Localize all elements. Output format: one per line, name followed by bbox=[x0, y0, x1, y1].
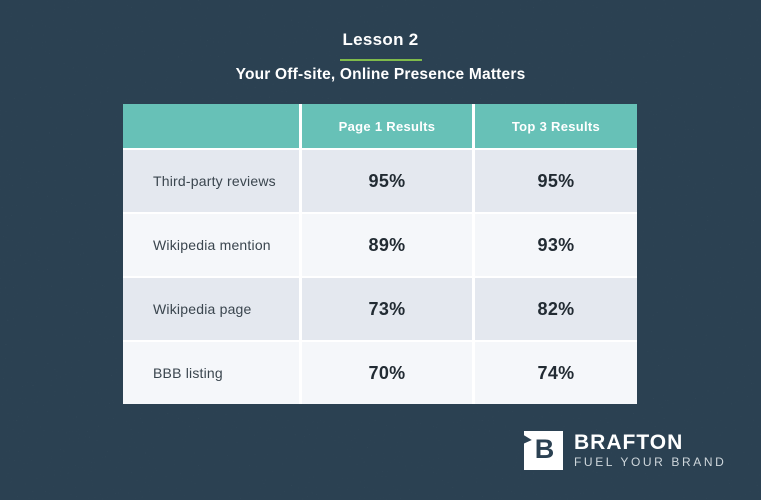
table-row-label: Wikipedia page bbox=[123, 278, 299, 340]
brafton-logo: B BRAFTON FUEL YOUR BRAND bbox=[524, 431, 726, 470]
table-cell-value: 74% bbox=[475, 342, 637, 404]
title-underline bbox=[339, 59, 422, 61]
table-header-top3: Top 3 Results bbox=[475, 104, 637, 148]
table-cell-value: 82% bbox=[475, 278, 637, 340]
results-table: Page 1 Results Top 3 Results Third-party… bbox=[123, 104, 637, 404]
table-header-blank bbox=[123, 104, 299, 148]
table-cell-value: 95% bbox=[475, 150, 637, 212]
logo-tagline: FUEL YOUR BRAND bbox=[574, 455, 727, 469]
table-cell-value: 70% bbox=[302, 342, 472, 404]
table-cell-value: 73% bbox=[302, 278, 472, 340]
logo-text: BRAFTON FUEL YOUR BRAND bbox=[574, 432, 726, 469]
table-row-label: BBB listing bbox=[123, 342, 299, 404]
page-subtitle: Your Off-site, Online Presence Matters bbox=[235, 66, 526, 83]
table-cell-value: 89% bbox=[302, 214, 472, 276]
table-cell-value: 95% bbox=[302, 150, 472, 212]
table-row-label: Third-party reviews bbox=[123, 150, 299, 212]
page-title: Lesson 2 bbox=[342, 30, 419, 49]
table-header-page1: Page 1 Results bbox=[302, 104, 472, 148]
brafton-logo-icon: B bbox=[524, 431, 563, 470]
title-block: Lesson 2 bbox=[0, 30, 761, 61]
logo-letter: B bbox=[534, 434, 555, 464]
logo-brand-name: BRAFTON bbox=[574, 431, 684, 454]
table-cell-value: 93% bbox=[475, 214, 637, 276]
table-row-label: Wikipedia mention bbox=[123, 214, 299, 276]
